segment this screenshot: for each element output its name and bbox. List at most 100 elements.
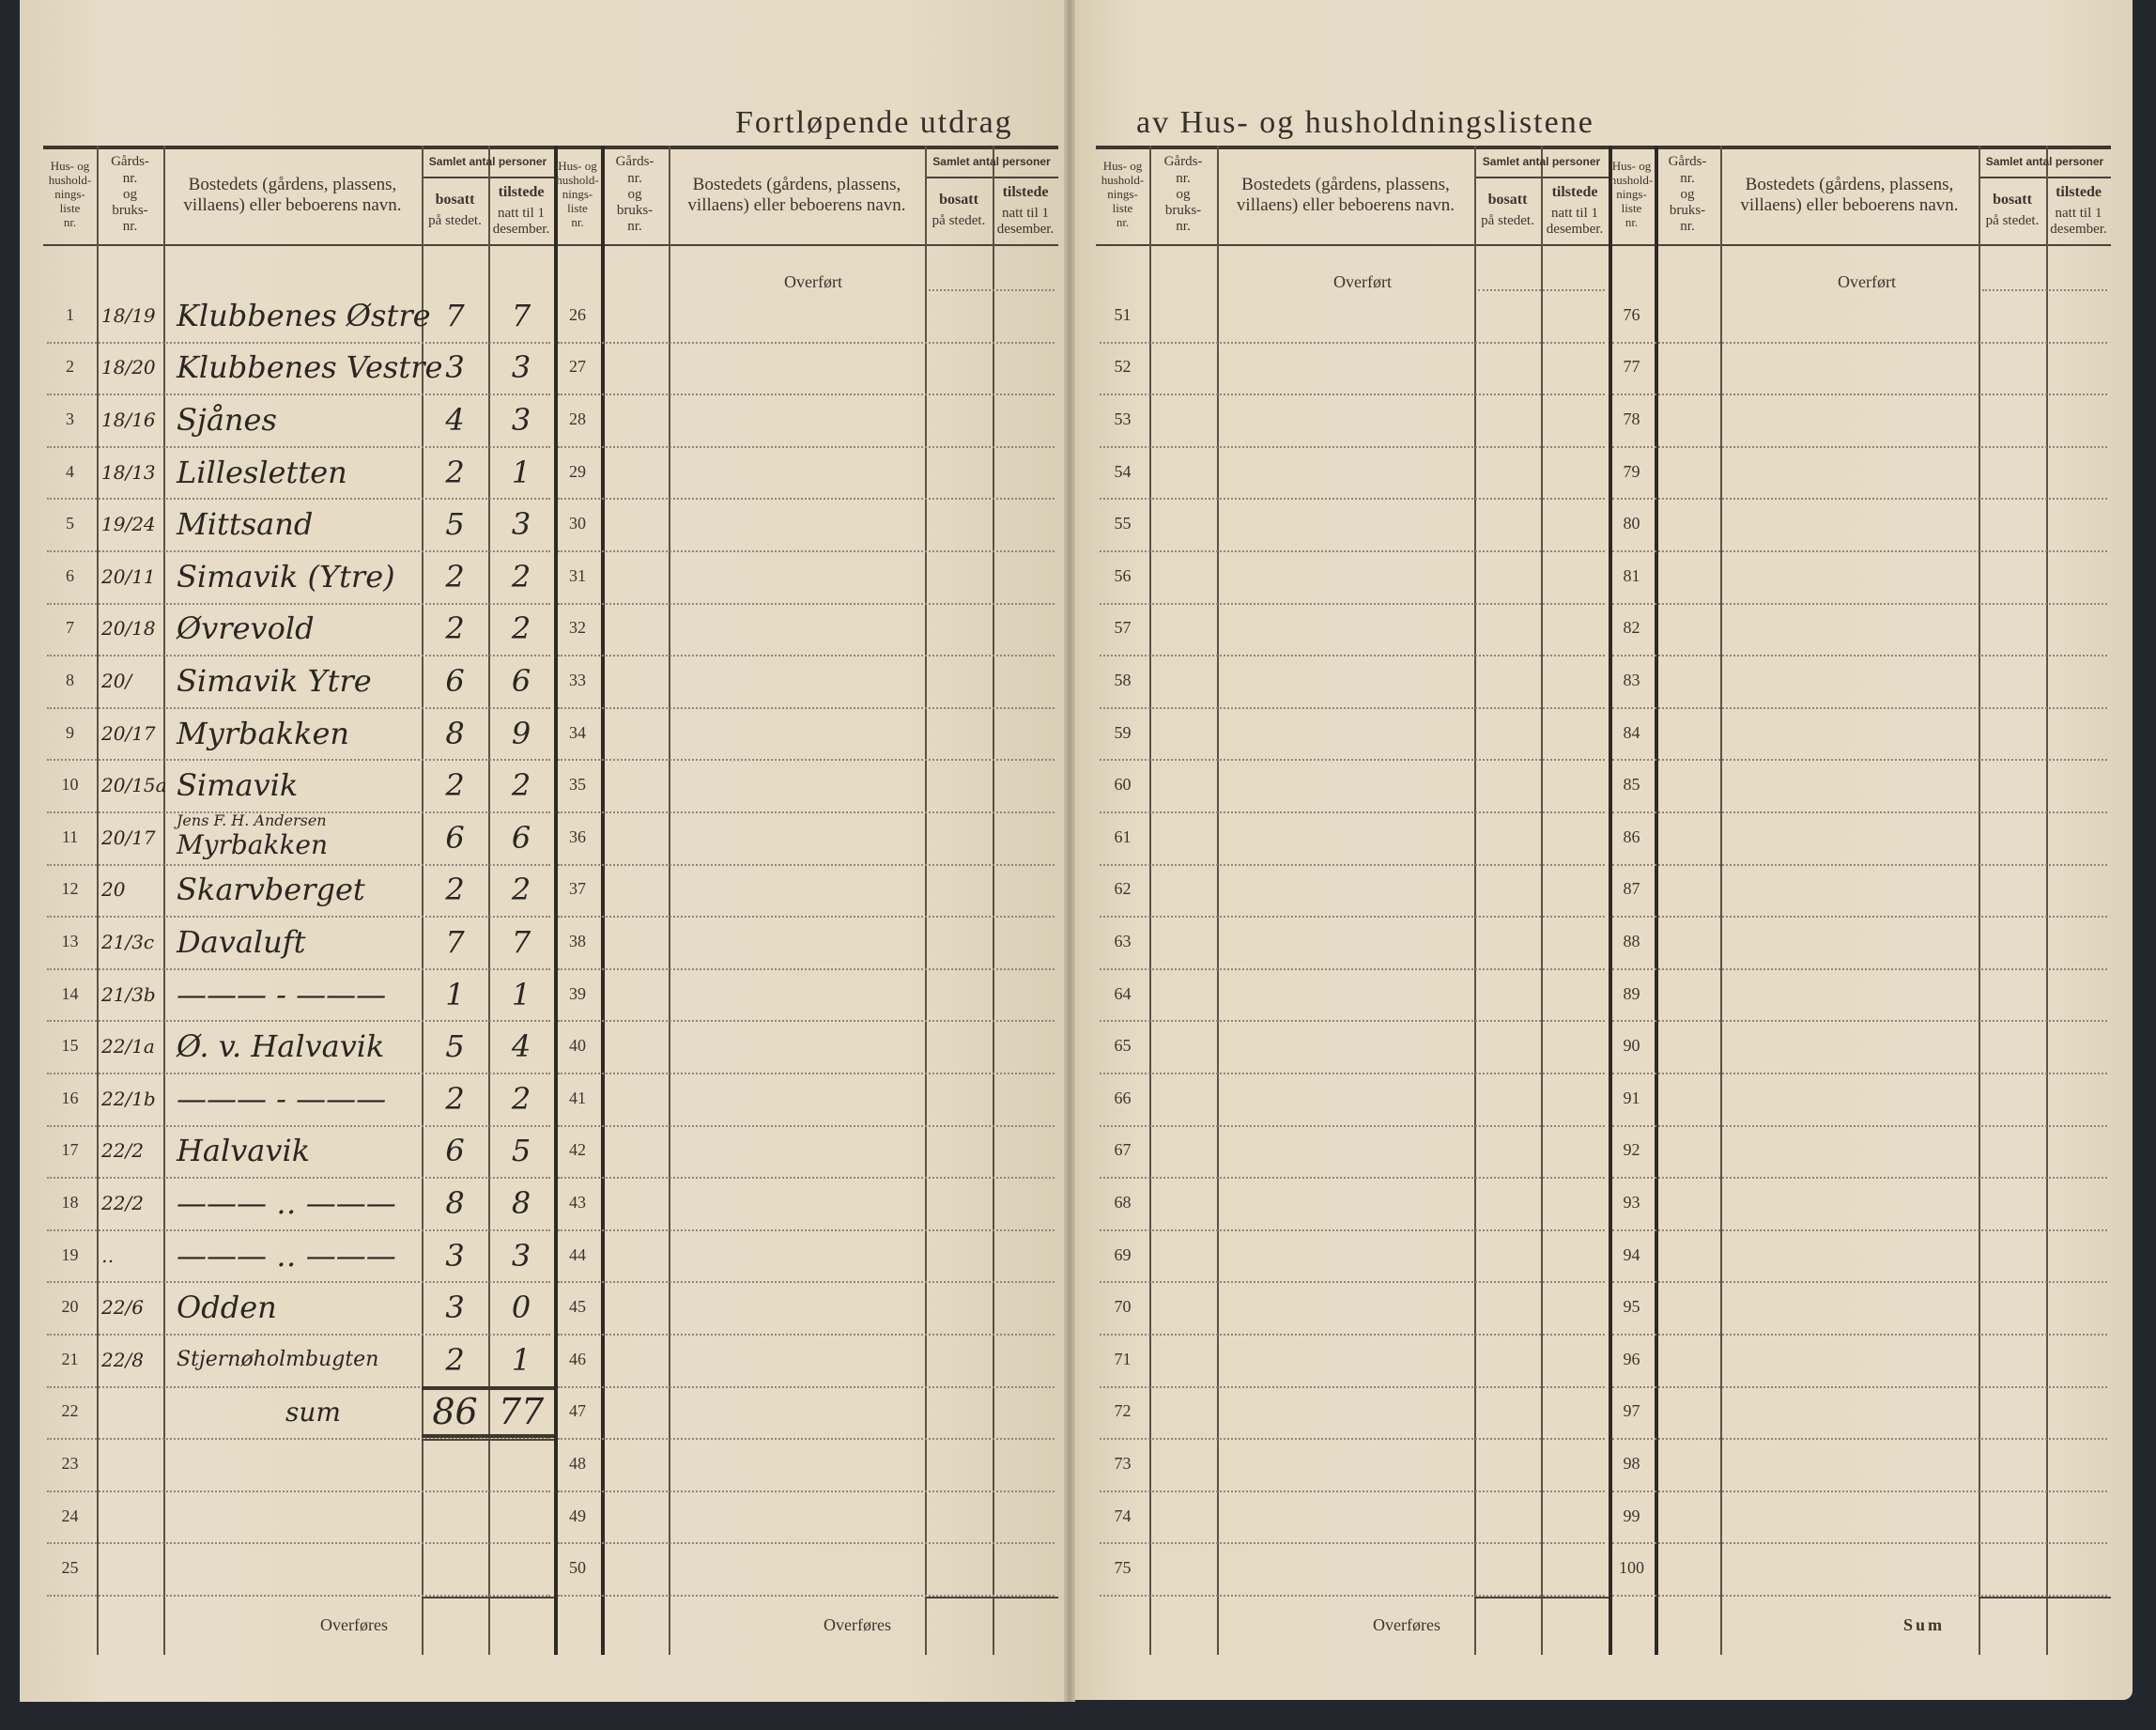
bosatt-value: 3 — [445, 1290, 465, 1326]
row-number: 77 — [1623, 357, 1640, 377]
row-number: 90 — [1623, 1036, 1640, 1056]
row-number: 33 — [569, 671, 586, 689]
row-rule — [47, 1334, 550, 1336]
left-page — [20, 0, 1066, 1702]
row-number: 34 — [569, 722, 586, 742]
gards-nr: 22/1a — [101, 1035, 155, 1058]
row-number: 82 — [1623, 618, 1640, 638]
bosatt-value: 4 — [445, 402, 465, 438]
header-tilstede: tilstede — [2056, 183, 2102, 200]
row-rule — [558, 1542, 1055, 1545]
row-number: 61 — [1114, 826, 1132, 846]
bosatt-value: 8 — [445, 1185, 465, 1221]
column-rule — [2046, 146, 2048, 1655]
row-number: 100 — [1619, 1558, 1644, 1578]
row-rule — [47, 602, 550, 605]
bosatt-value: 8 — [445, 715, 465, 751]
row-number: 78 — [1623, 409, 1640, 428]
row-rule — [558, 602, 1055, 605]
row-number: 52 — [1114, 357, 1132, 377]
overfores-label: Overføres — [320, 1615, 388, 1634]
row-number: 67 — [1114, 1140, 1132, 1160]
row-number: 28 — [569, 409, 586, 428]
row-number: 68 — [1114, 1193, 1132, 1212]
residence-name: Myrbakken — [177, 715, 350, 751]
row-rule — [1100, 1438, 1605, 1441]
row-rule — [558, 759, 1055, 762]
header-bosatt-sub: på stedet. — [1985, 213, 2040, 229]
row-rule — [558, 655, 1055, 657]
row-number: 20 — [61, 1297, 79, 1317]
header-tilstede: tilstede — [1551, 183, 1598, 200]
row-rule — [1612, 341, 2107, 344]
block-divider — [554, 146, 558, 1655]
gards-nr: 18/13 — [101, 460, 156, 484]
residence-name: Sjånes — [177, 402, 277, 438]
row-number: 99 — [1623, 1506, 1640, 1525]
row-rule — [47, 655, 550, 657]
row-number: 66 — [1114, 1088, 1132, 1107]
row-rule — [47, 1490, 550, 1492]
tilstede-value: 2 — [511, 1080, 531, 1117]
residence-name: Halvavik — [177, 1133, 311, 1169]
column-rule — [1541, 146, 1543, 1655]
row-number: 14 — [61, 983, 79, 1003]
row-number: 63 — [1114, 932, 1132, 950]
header-samlet: Samlet antal personer — [1985, 154, 2104, 168]
row-rule — [558, 1334, 1055, 1336]
row-number: 11 — [61, 826, 79, 846]
header-bosatt: bosatt — [435, 191, 475, 208]
row-number: 30 — [569, 514, 586, 533]
row-rule — [1612, 916, 2107, 919]
row-rule — [47, 1281, 550, 1284]
row-rule — [1100, 1124, 1605, 1127]
gards-nr: 18/19 — [101, 303, 156, 327]
row-number: 51 — [1114, 304, 1132, 324]
residence-name: Øvrevold — [177, 610, 315, 647]
column-rule — [97, 146, 99, 1655]
tilstede-value: 3 — [511, 1237, 531, 1274]
row-number: 53 — [1114, 409, 1132, 428]
row-rule — [558, 1595, 1055, 1597]
row-rule — [1612, 1020, 2107, 1023]
row-number: 39 — [569, 983, 586, 1003]
row-number: 35 — [569, 775, 586, 795]
header-hus-nr: Hus- og hushold- nings- liste nr. — [556, 159, 599, 229]
header-samlet: Samlet antal personer — [428, 154, 547, 168]
column-rule — [601, 146, 605, 1655]
row-number: 91 — [1623, 1088, 1640, 1107]
row-number: 58 — [1114, 671, 1132, 689]
row-rule — [47, 550, 550, 552]
row-number: 27 — [569, 357, 586, 377]
tilstede-value: 5 — [511, 1133, 531, 1169]
header-bottom-rule — [1096, 244, 1609, 246]
gards-nr: 20/17 — [101, 721, 156, 745]
gards-nr: 20/18 — [101, 617, 156, 641]
row-number: 36 — [569, 826, 586, 846]
row-rule — [558, 967, 1055, 970]
header-bottom-rule — [554, 244, 1058, 246]
row-number: 81 — [1623, 565, 1640, 585]
residence-name: ——— - ——— — [177, 1080, 387, 1117]
overfores-label: Overføres — [1373, 1615, 1440, 1634]
row-rule — [558, 863, 1055, 866]
header-bosatt-sub: på stedet. — [428, 213, 482, 229]
tilstede-value: 3 — [511, 402, 531, 438]
row-rule — [1478, 289, 1605, 291]
header-bosatt-sub: på stedet. — [1481, 213, 1534, 229]
sum-label-handwritten: sum — [285, 1396, 341, 1428]
header-tilstede-sub: natt til 1 desember. — [492, 205, 550, 237]
bosatt-value: 7 — [445, 297, 465, 333]
sum-bottom-rule-2 — [422, 1439, 554, 1442]
total-rule — [925, 1597, 1058, 1599]
header-tilstede-sub: natt til 1 desember. — [996, 205, 1055, 237]
row-rule — [558, 1281, 1055, 1284]
row-rule — [47, 498, 550, 501]
row-rule — [1612, 1228, 2107, 1231]
tilstede-value: 4 — [511, 1028, 531, 1065]
row-number: 8 — [66, 671, 74, 689]
header-bosted: Bostedets (gårdens, plassens, villaens) … — [1740, 174, 1959, 215]
row-rule — [1612, 1542, 2107, 1545]
row-rule — [558, 1020, 1055, 1023]
header-top-rule — [554, 146, 1058, 149]
